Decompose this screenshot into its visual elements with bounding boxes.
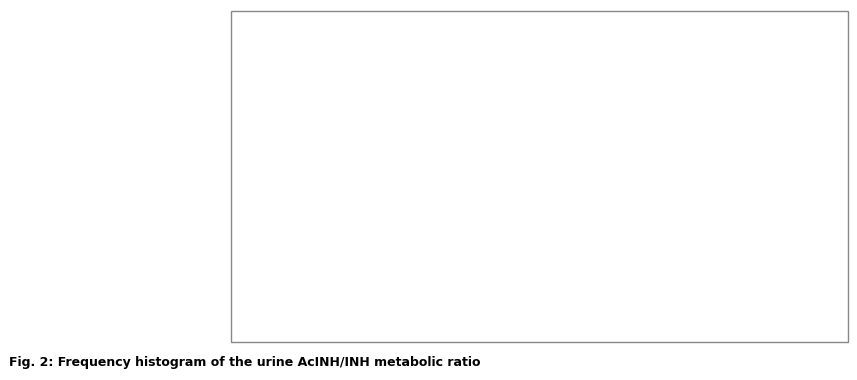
Bar	[512, 283, 521, 296]
Bar	[590, 258, 599, 296]
Bar	[548, 258, 556, 296]
Bar	[704, 283, 712, 296]
Bar	[495, 283, 504, 296]
Bar	[504, 258, 512, 296]
Bar	[304, 283, 313, 296]
X-axis label: MR range: MR range	[528, 328, 595, 341]
Bar	[313, 167, 321, 296]
Bar	[634, 283, 643, 296]
Bar	[443, 258, 452, 296]
Bar	[434, 271, 443, 296]
Bar	[452, 283, 460, 296]
Bar	[677, 283, 686, 296]
Y-axis label: Freq: Freq	[255, 152, 267, 183]
Bar	[409, 271, 417, 296]
Bar	[365, 193, 374, 296]
Bar	[426, 283, 434, 296]
Bar	[617, 283, 626, 296]
Bar	[573, 271, 582, 296]
Bar	[651, 283, 660, 296]
Bar	[824, 283, 834, 296]
Bar	[556, 258, 565, 296]
Text: Fig. 2: Frequency histogram of the urine AcINH/INH metabolic ratio: Fig. 2: Frequency histogram of the urine…	[9, 356, 480, 369]
Bar	[391, 206, 400, 296]
Bar	[400, 258, 409, 296]
Bar	[582, 283, 590, 296]
Bar	[348, 116, 357, 296]
Bar	[469, 258, 478, 296]
Bar	[738, 271, 746, 296]
Bar	[538, 283, 548, 296]
Bar	[331, 128, 339, 296]
Bar	[626, 283, 634, 296]
Bar	[521, 232, 530, 296]
Bar	[530, 245, 538, 296]
Bar	[417, 283, 426, 296]
Bar	[695, 271, 704, 296]
Bar	[721, 283, 729, 296]
Bar	[487, 283, 495, 296]
Bar	[668, 283, 677, 296]
Bar	[374, 219, 382, 296]
Bar	[764, 283, 773, 296]
Bar	[357, 180, 365, 296]
Bar	[686, 283, 695, 296]
Bar	[382, 206, 391, 296]
Bar	[643, 271, 651, 296]
Bar	[339, 116, 348, 296]
Bar	[478, 245, 487, 296]
Bar	[660, 283, 668, 296]
Bar	[321, 51, 331, 296]
Bar	[296, 283, 304, 296]
Bar	[599, 283, 608, 296]
Bar	[565, 283, 573, 296]
Bar	[460, 283, 469, 296]
Bar	[608, 283, 617, 296]
